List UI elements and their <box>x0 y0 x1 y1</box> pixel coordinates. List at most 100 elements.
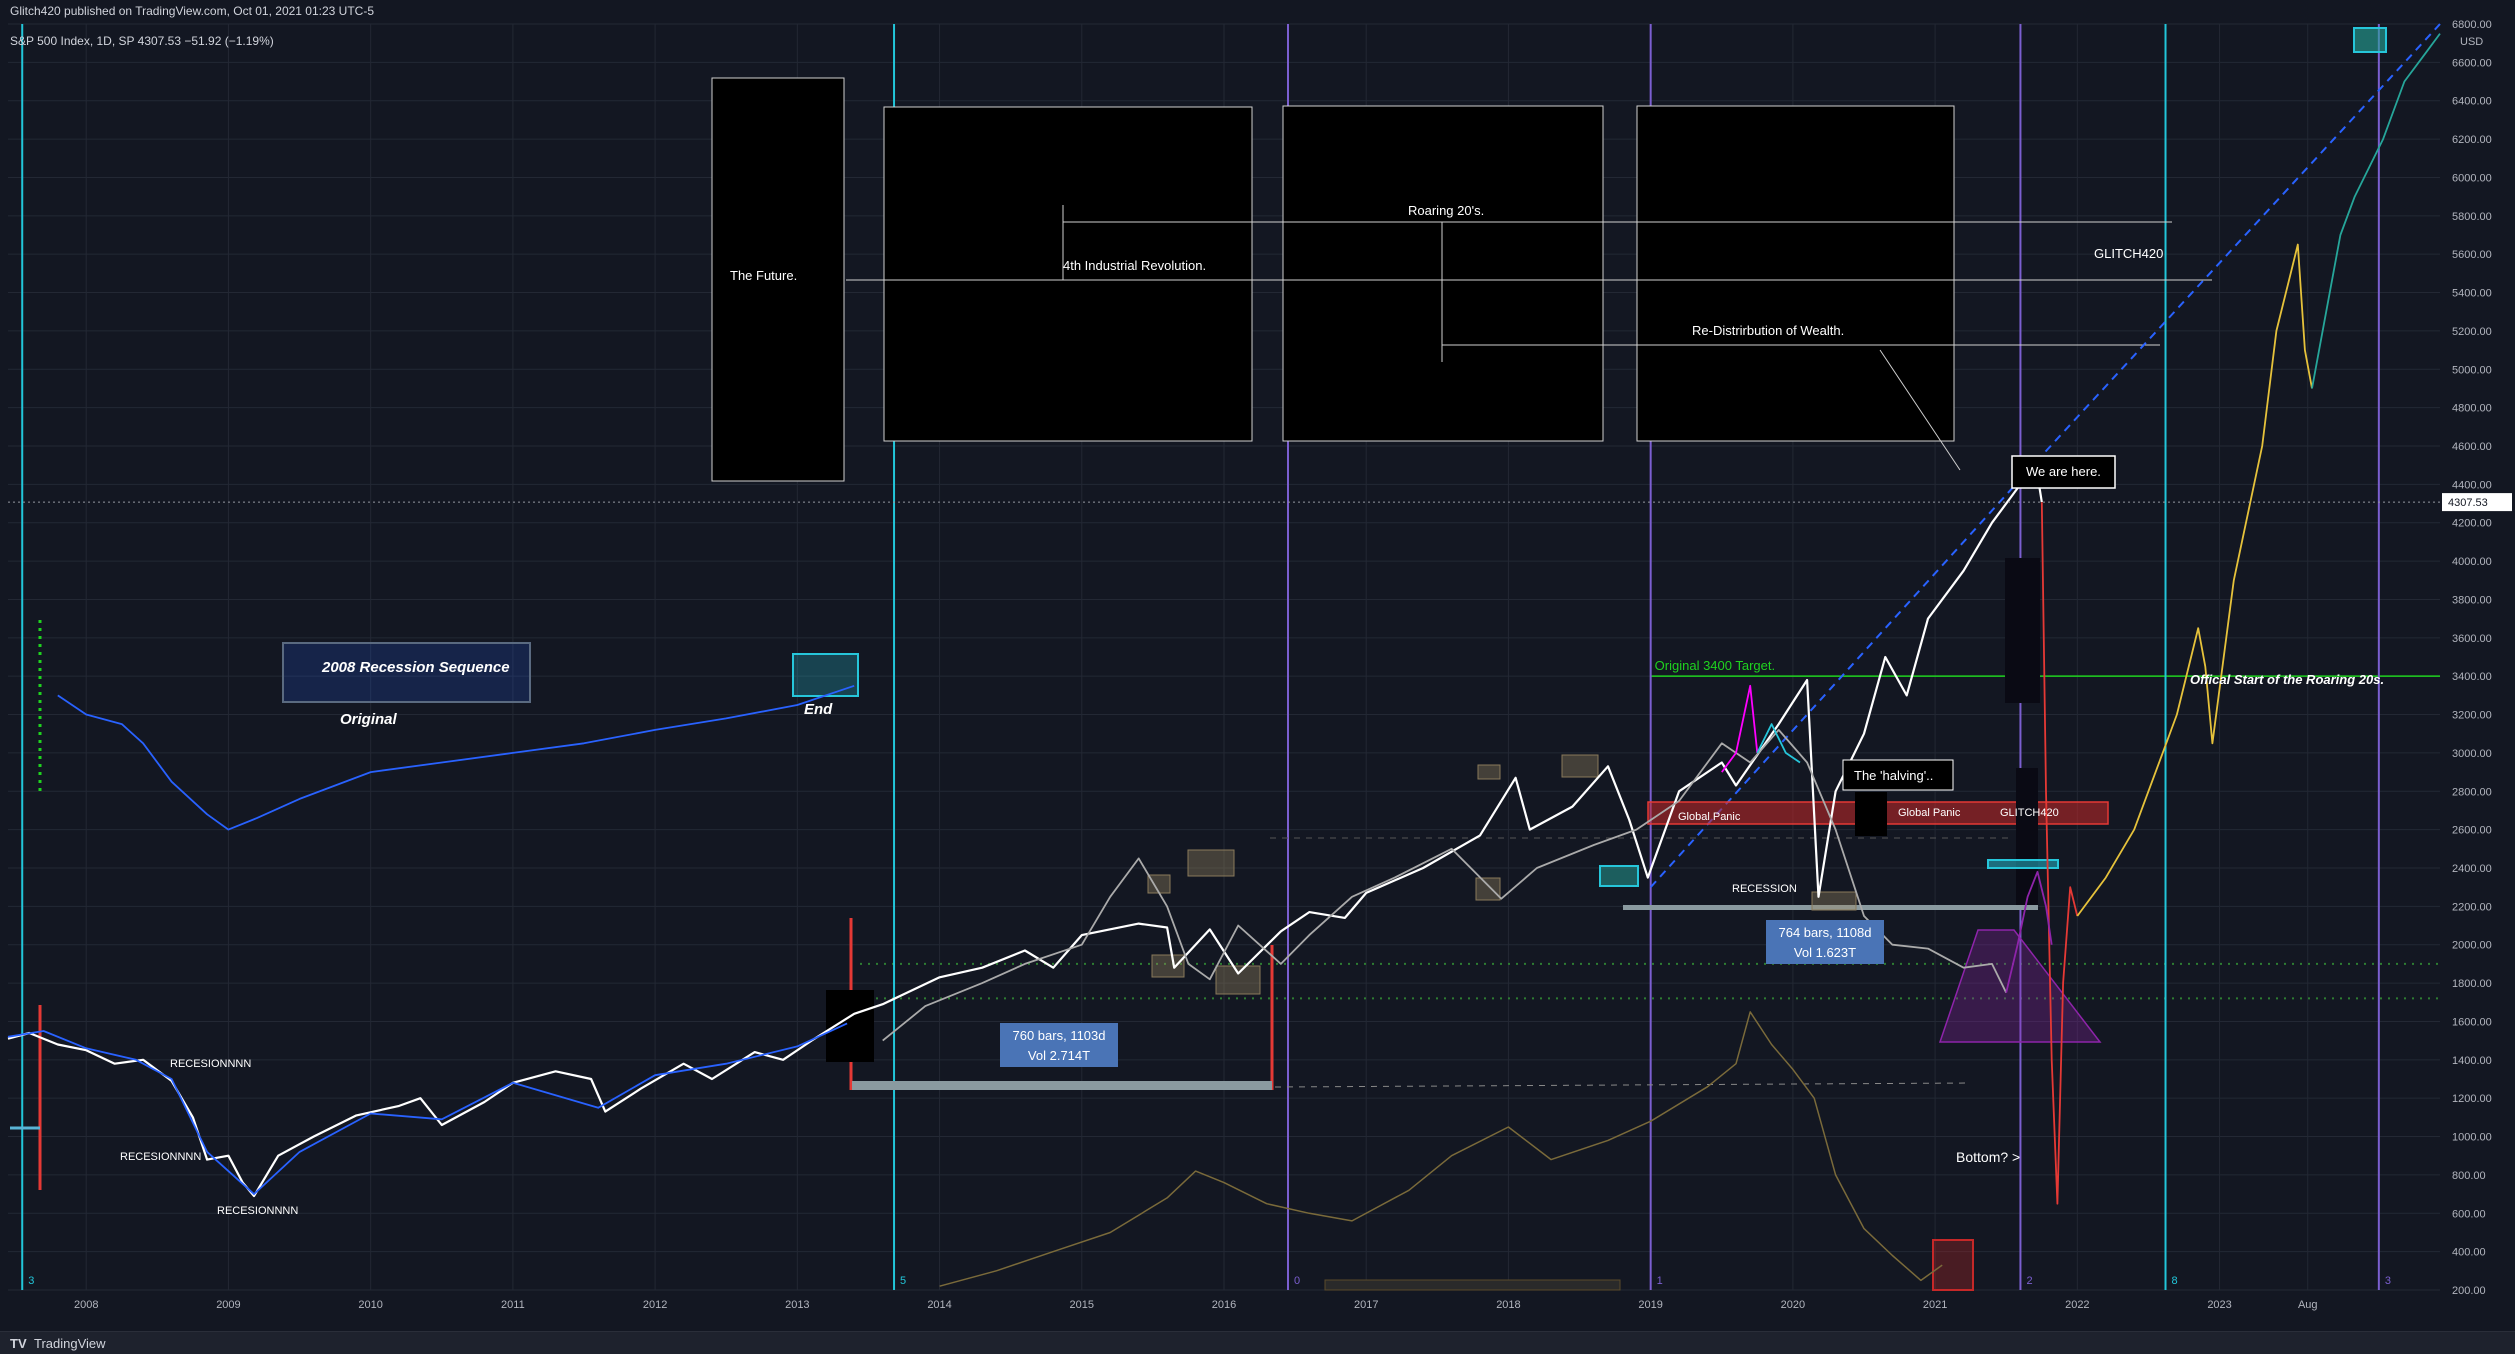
price-tick-label: 5800.00 <box>2452 211 2492 223</box>
series-line-magenta_segment <box>1721 684 1759 773</box>
beige-zone-box <box>1811 891 1857 911</box>
last-price-tag <box>2442 493 2512 512</box>
annotation-future: The Future. <box>730 268 797 283</box>
we-are-here-bubble <box>2011 455 2116 489</box>
arrow-we-are-here <box>1879 349 1961 471</box>
series-line-future_projection_yellow <box>2076 243 2313 917</box>
annotation-2008-sequence: 2008 Recession Sequence <box>321 659 510 676</box>
annotation-glitch420-top: GLITCH420 <box>2094 246 2163 261</box>
series-line-overlay_2008_cycle <box>7 1022 848 1195</box>
price-axis-unit: USD <box>2460 36 2483 48</box>
annotation-recession: RECESSION <box>1732 883 1797 895</box>
time-tick-label: 2015 <box>1070 1299 1094 1311</box>
end-box <box>792 653 859 697</box>
series-line-ghost_copy <box>882 729 2008 1042</box>
annotation-original: Original <box>340 711 398 728</box>
dashed-projection-2016 <box>1274 1082 1971 1088</box>
annotation-recession-1: RECESIONNNN <box>170 1058 251 1070</box>
price-tick-label: 3200.00 <box>2452 710 2492 722</box>
annotation-recession-3: RECESIONNNN <box>217 1205 298 1217</box>
annotation-recession-2: RECESIONNNN <box>120 1151 201 1163</box>
top-teal-box <box>2353 27 2387 53</box>
time-tick-label: 2023 <box>2207 1299 2231 1311</box>
time-tick-label: 2020 <box>1781 1299 1805 1311</box>
time-tick-label: 2017 <box>1354 1299 1378 1311</box>
recession-sequence-box <box>282 642 531 703</box>
dashed-blue-trendline <box>1649 23 2441 888</box>
price-tick-label: 6000.00 <box>2452 172 2492 184</box>
beige-zone-box <box>1187 849 1235 877</box>
price-tick-label: 1600.00 <box>2452 1016 2492 1028</box>
price-tick-label: 3600.00 <box>2452 633 2492 645</box>
measure-box-2013 <box>1000 1023 1118 1067</box>
symbol-legend: S&P 500 Index, 1D, SP 4307.53 −51.92 (−1… <box>10 34 274 48</box>
annotation-halving: The 'halving'.. <box>1854 768 1933 783</box>
redistribution-box <box>1636 105 1955 442</box>
time-tick-label: 2009 <box>216 1299 240 1311</box>
industrial-revolution-box <box>883 106 1253 442</box>
price-tick-label: 1000.00 <box>2452 1132 2492 1144</box>
price-tick-label: 5200.00 <box>2452 326 2492 338</box>
time-tick-label: 2012 <box>643 1299 667 1311</box>
annotation-redistribution: Re-Distrirbution of Wealth. <box>1692 323 1844 338</box>
price-tick-label: 2800.00 <box>2452 786 2492 798</box>
roaring-box <box>1282 105 1604 442</box>
cycle-number-label: 1 <box>1657 1275 1663 1287</box>
time-tick-label: 2019 <box>1638 1299 1662 1311</box>
price-axis-panel <box>2440 20 2515 1300</box>
time-tick-label: 2011 <box>501 1299 525 1311</box>
cycle-number-label: 0 <box>1294 1275 1300 1287</box>
cycle-number-label: 3 <box>2385 1275 2391 1287</box>
tradingview-logo[interactable]: TV TradingView <box>10 1336 106 1351</box>
price-tick-label: 5000.00 <box>2452 364 2492 376</box>
black-block-crash <box>2005 558 2040 703</box>
tradingview-logo-icon: TV <box>10 1336 27 1351</box>
price-tick-label: 5400.00 <box>2452 288 2492 300</box>
price-tick-label: 400.00 <box>2452 1247 2486 1259</box>
price-tick-label: 1800.00 <box>2452 978 2492 990</box>
measure-box-2019-line1: 764 bars, 1108d <box>1779 925 1872 940</box>
cyan-flag-2021 <box>1987 859 2059 869</box>
price-tick-label: 4000.00 <box>2452 556 2492 568</box>
annotation-glitch420-zone: GLITCH420 <box>2000 807 2059 819</box>
footer-bar: TV TradingView <box>0 1331 2515 1354</box>
halving-bubble <box>1842 759 1954 791</box>
annotation-bottom: Bottom? > <box>1956 1149 2020 1165</box>
tradingview-brand: TradingView <box>34 1336 106 1351</box>
price-tick-label: 2000.00 <box>2452 940 2492 952</box>
price-tick-label: 600.00 <box>2452 1208 2486 1220</box>
price-tick-label: 6400.00 <box>2452 96 2492 108</box>
price-tick-label: 6600.00 <box>2452 57 2492 69</box>
time-tick-label: 2018 <box>1496 1299 1520 1311</box>
beige-zone-box <box>1561 754 1599 778</box>
measure-box-2019 <box>1766 920 1884 964</box>
series-line-purple_projection <box>2005 870 2053 993</box>
annotation-roaring: Roaring 20's. <box>1408 203 1484 218</box>
price-tick-label: 1200.00 <box>2452 1093 2492 1105</box>
price-tick-label: 5600.00 <box>2452 249 2492 261</box>
price-tick-label: 3400.00 <box>2452 671 2492 683</box>
price-tick-label: 4200.00 <box>2452 518 2492 530</box>
annotation-industrial: 4th Industrial Revolution. <box>1063 258 1206 273</box>
measure-box-2013-line1: 760 bars, 1103d <box>1013 1028 1106 1043</box>
time-tick-label: 2013 <box>785 1299 809 1311</box>
series-line-volume_like_yellow <box>939 1011 1943 1287</box>
price-tick-label: 200.00 <box>2452 1285 2486 1297</box>
annotation-end: End <box>804 701 833 718</box>
cycle-number-label: 3 <box>28 1275 34 1287</box>
cycle-number-label: 2 <box>2026 1275 2032 1287</box>
beige-zone-box <box>1151 954 1185 978</box>
time-tick-label: 2008 <box>74 1299 98 1311</box>
beige-zone-box <box>1475 877 1501 901</box>
cycle-number-label: 8 <box>2172 1275 2178 1287</box>
time-tick-label: 2022 <box>2065 1299 2089 1311</box>
price-tick-label: 1400.00 <box>2452 1055 2492 1067</box>
time-tick-label: 2016 <box>1212 1299 1236 1311</box>
black-block-halving <box>1855 792 1887 836</box>
beige-zone-box <box>1147 874 1171 894</box>
price-tick-label: 4400.00 <box>2452 479 2492 491</box>
time-tick-label: 2010 <box>358 1299 382 1311</box>
price-tick-label: 2200.00 <box>2452 901 2492 913</box>
